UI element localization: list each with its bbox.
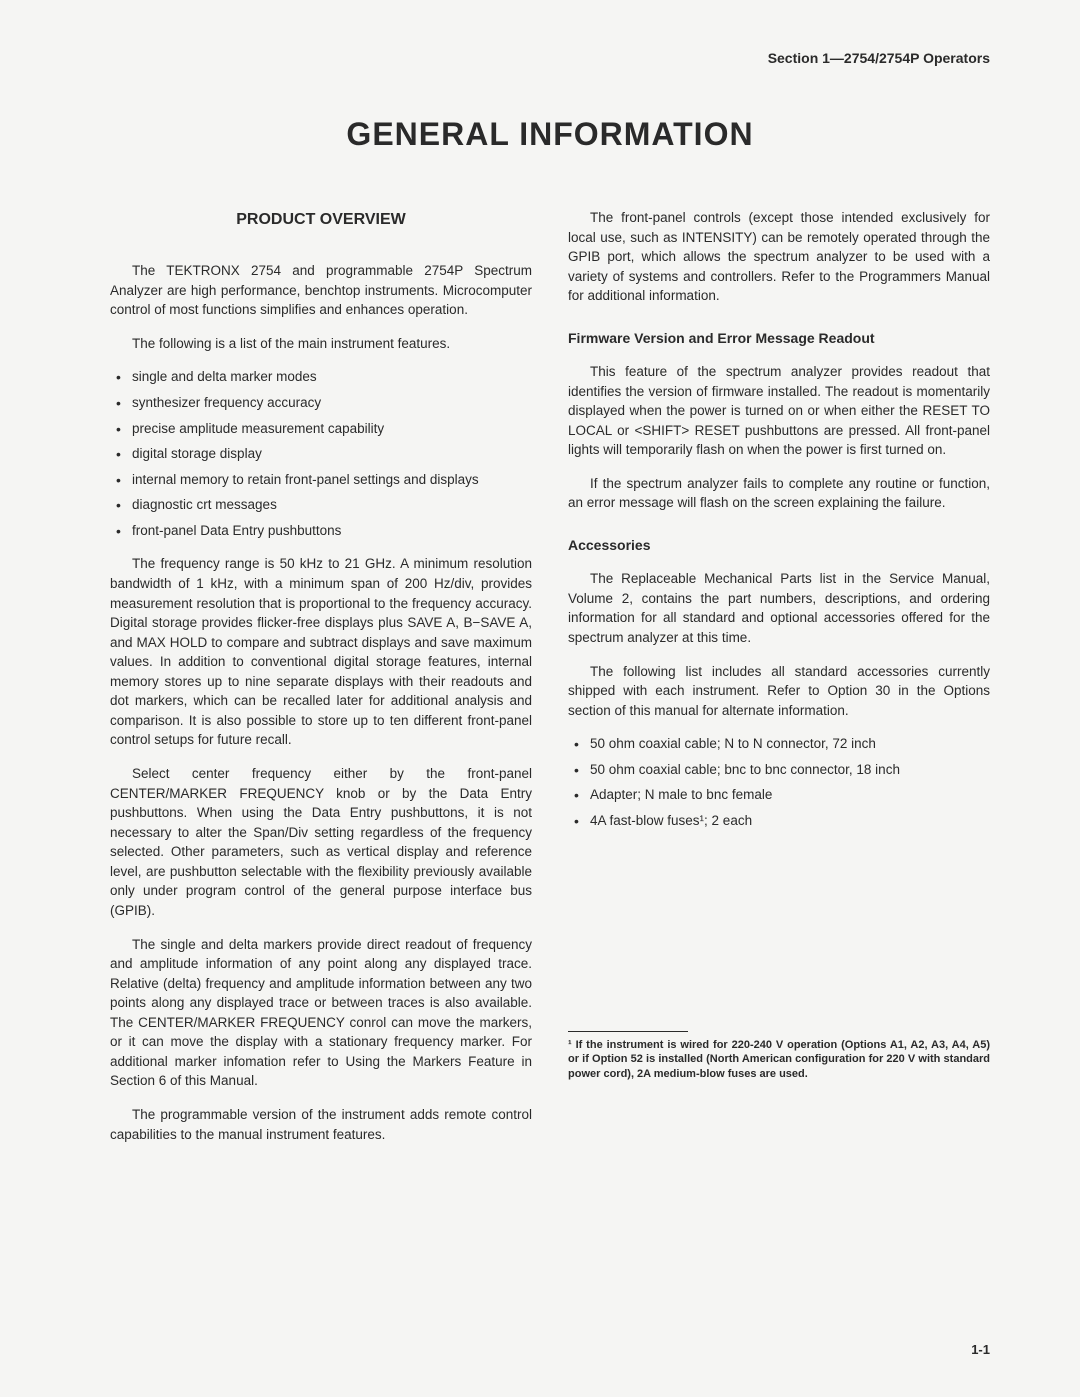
paragraph: This feature of the spectrum analyzer pr… [568,362,990,460]
footnote: ¹ If the instrument is wired for 220-240… [568,1038,990,1083]
paragraph: The TEKTRONX 2754 and programmable 2754P… [110,261,532,320]
feature-list: single and delta marker modes synthesize… [110,367,532,540]
main-title: GENERAL INFORMATION [110,116,990,153]
list-item: internal memory to retain front-panel se… [110,470,532,490]
list-item: diagnostic crt messages [110,495,532,515]
two-column-layout: PRODUCT OVERVIEW The TEKTRONX 2754 and p… [110,208,990,1158]
paragraph: The frequency range is 50 kHz to 21 GHz.… [110,554,532,750]
paragraph: The single and delta markers provide dir… [110,935,532,1092]
section-header: Section 1—2754/2754P Operators [110,50,990,66]
list-item: 4A fast-blow fuses¹; 2 each [568,811,990,831]
product-overview-heading: PRODUCT OVERVIEW [110,208,532,231]
paragraph: The Replaceable Mechanical Parts list in… [568,569,990,647]
paragraph: The front-panel controls (except those i… [568,208,990,306]
list-item: digital storage display [110,444,532,464]
list-item: Adapter; N male to bnc female [568,785,990,805]
list-item: synthesizer frequency accuracy [110,393,532,413]
list-item: 50 ohm coaxial cable; N to N connector, … [568,734,990,754]
page-number: 1-1 [971,1342,990,1357]
paragraph: The following is a list of the main inst… [110,334,532,354]
paragraph: If the spectrum analyzer fails to comple… [568,474,990,513]
list-item: precise amplitude measurement capability [110,419,532,439]
paragraph: Select center frequency either by the fr… [110,764,532,921]
paragraph: The following list includes all standard… [568,662,990,721]
paragraph: The programmable version of the instrume… [110,1105,532,1144]
list-item: front-panel Data Entry pushbuttons [110,521,532,541]
right-column: The front-panel controls (except those i… [568,208,990,1158]
accessories-heading: Accessories [568,535,990,555]
page: Section 1—2754/2754P Operators GENERAL I… [0,0,1080,1397]
firmware-heading: Firmware Version and Error Message Reado… [568,328,990,348]
footnote-rule [568,1031,688,1032]
left-column: PRODUCT OVERVIEW The TEKTRONX 2754 and p… [110,208,532,1158]
list-item: 50 ohm coaxial cable; bnc to bnc connect… [568,760,990,780]
accessories-list: 50 ohm coaxial cable; N to N connector, … [568,734,990,830]
list-item: single and delta marker modes [110,367,532,387]
